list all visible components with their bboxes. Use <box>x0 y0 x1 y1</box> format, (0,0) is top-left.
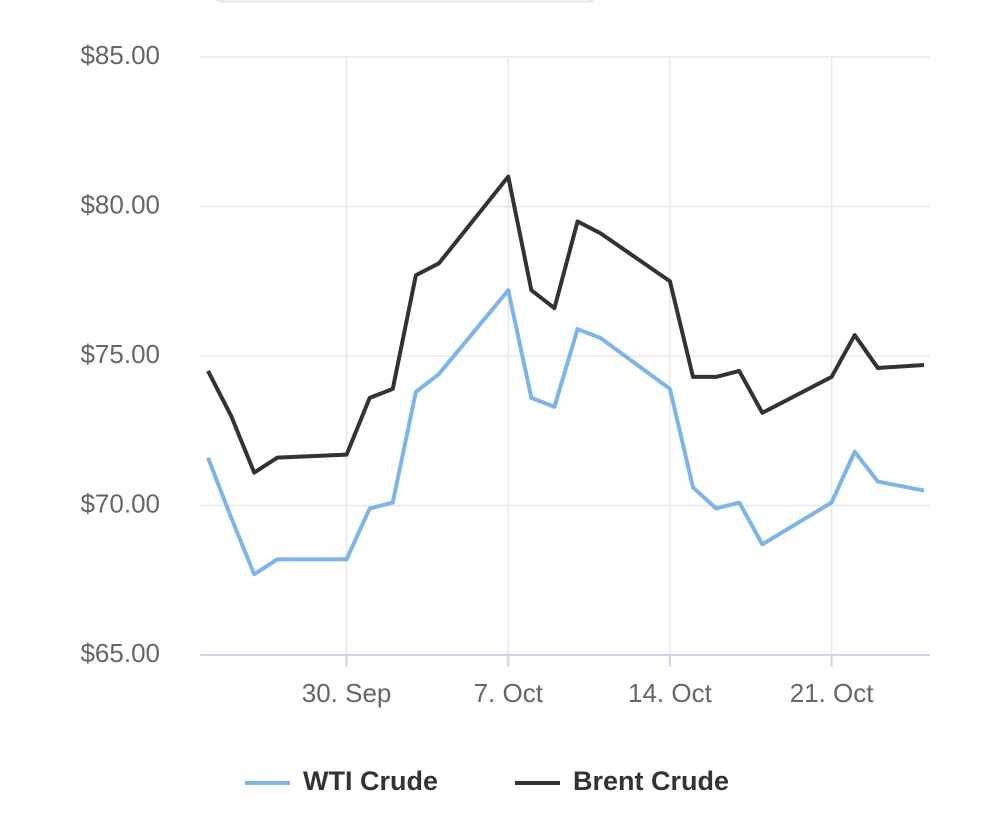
y-tick-label: $75.00 <box>80 339 160 369</box>
legend-label[interactable]: WTI Crude <box>303 766 438 796</box>
x-tick-label: 7. Oct <box>474 678 544 708</box>
y-tick-label: $80.00 <box>80 189 160 219</box>
y-tick-label: $70.00 <box>80 488 160 518</box>
y-tick-label: $65.00 <box>80 638 160 668</box>
x-tick-label: 21. Oct <box>790 678 875 708</box>
series-line <box>206 174 925 475</box>
series-line <box>206 288 925 577</box>
top-control <box>215 0 595 3</box>
x-tick-label: 30. Sep <box>302 678 392 708</box>
y-tick-label: $85.00 <box>80 40 160 70</box>
legend-label[interactable]: Brent Crude <box>573 766 729 796</box>
x-tick-label: 14. Oct <box>628 678 713 708</box>
